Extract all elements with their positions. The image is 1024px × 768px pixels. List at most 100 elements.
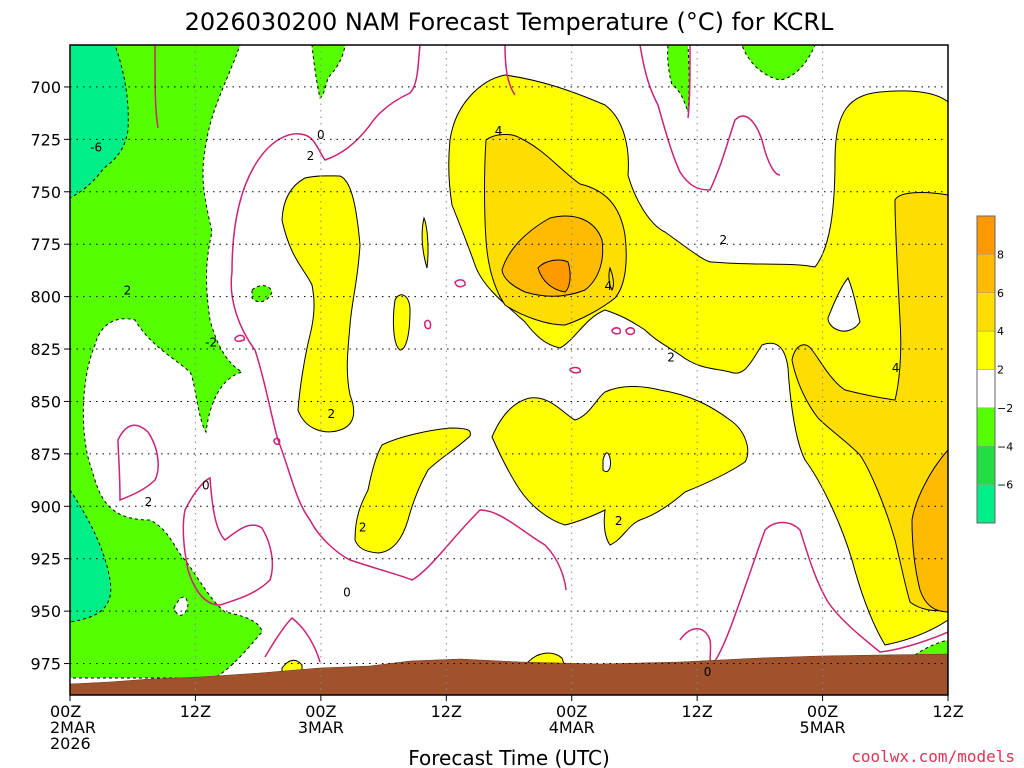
plot-frame — [69, 44, 949, 696]
cold-patch-northeast — [741, 45, 816, 81]
zero-line-north — [154, 45, 159, 129]
y-tick-label: 850 — [30, 392, 61, 411]
color-bar-swatch — [976, 446, 996, 485]
x-tick-label: 2026 — [50, 734, 91, 753]
color-bar-label: 6 — [997, 287, 1004, 300]
contour-label: 4 — [604, 279, 612, 293]
color-bar-label: 4 — [997, 325, 1004, 338]
contour-label: 4 — [495, 124, 503, 138]
warm-hole-east — [827, 277, 861, 332]
zero-line-blob-g — [273, 437, 281, 445]
color-bar-swatch — [976, 215, 996, 255]
color-bar-label: −4 — [997, 440, 1013, 453]
color-bar-swatch — [976, 292, 996, 332]
color-bar-label: 2 — [997, 364, 1004, 377]
x-tick-label: 3MAR — [298, 718, 344, 737]
warm-region-lower-middle — [354, 427, 471, 554]
contour-label: 4 — [892, 361, 900, 375]
zero-line-blob-c — [454, 279, 466, 288]
y-tick-label: 925 — [30, 550, 61, 569]
grid-lines — [70, 45, 948, 695]
cold-patch-small — [667, 45, 690, 113]
y-tick-label: 775 — [30, 235, 61, 254]
zero-line-blob-b — [424, 319, 432, 330]
y-tick-label: 800 — [30, 288, 61, 307]
warm6-core — [501, 215, 604, 297]
cold-region-core — [70, 45, 129, 199]
warm-lens-sliver — [421, 216, 429, 269]
x-tick-label: 00Z — [50, 702, 81, 721]
x-tick-label: 12Z — [932, 702, 963, 721]
zero-line-east — [504, 45, 781, 191]
y-tick-label: 875 — [30, 445, 61, 464]
warm-lens-oval — [392, 294, 411, 351]
contour-label: -2 — [205, 336, 217, 350]
warm8-core — [537, 259, 571, 293]
contour-label: 0 — [202, 478, 210, 492]
color-bar-label: 8 — [997, 248, 1004, 261]
x-axis-title: Forecast Time (UTC) — [408, 746, 610, 768]
contour-label: 2 — [719, 233, 727, 247]
color-bar-swatch — [976, 254, 996, 293]
chart-title: 2026030200 NAM Forecast Temperature (°C)… — [185, 8, 834, 36]
cold-region-low — [70, 489, 112, 623]
y-tick-label: 975 — [30, 655, 61, 674]
zero-isotherm-lines — [117, 45, 948, 667]
contour-label: 2 — [667, 350, 675, 364]
x-tick-label: 2MAR — [50, 718, 96, 737]
color-bar-swatch — [976, 407, 996, 447]
zero-line-lower — [182, 476, 274, 606]
zero-line-blob-a — [234, 334, 246, 343]
cold-blob-mid — [251, 285, 273, 303]
contour-label: 2 — [327, 407, 335, 421]
warm-column-3mar — [281, 175, 361, 433]
color-bar-swatch — [976, 330, 996, 370]
color-bar-frame — [976, 215, 996, 524]
zero-line-south-west — [117, 424, 159, 502]
x-tick-label: 00Z — [556, 702, 587, 721]
color-bar: 8 6 4 2 −2 −4 −6 — [976, 215, 1013, 524]
y-tick-label: 700 — [30, 78, 61, 97]
warm-hole-left — [173, 596, 189, 616]
contour-label: 0 — [704, 665, 712, 679]
terrain-surface — [70, 653, 948, 695]
y-tick-label: 900 — [30, 497, 61, 516]
contour-label: 0 — [317, 128, 325, 142]
x-tick-label: 12Z — [180, 702, 211, 721]
contour-label: 0 — [343, 585, 351, 599]
zero-line-lower-right — [679, 521, 948, 667]
zero-line-mid — [230, 271, 567, 591]
x-tick-label: 00Z — [807, 702, 838, 721]
y-axis: 700 725 750 775 800 825 850 875 900 925 950 975 — [30, 78, 70, 674]
contour-label: 2 — [145, 495, 153, 509]
color-bar-swatch — [976, 484, 996, 524]
zero-line-blob-f — [569, 366, 582, 374]
warm-hole-tongue — [602, 452, 611, 473]
cold-region-west — [70, 45, 263, 679]
cold-patch-north — [311, 45, 346, 99]
credit-text: coolwx.com/models — [851, 747, 1015, 766]
x-tick-label: 12Z — [681, 702, 712, 721]
color-bar-label: −2 — [997, 402, 1013, 415]
contour-label: 2 — [615, 514, 623, 528]
x-tick-label: 12Z — [431, 702, 462, 721]
contour-label: 2 — [359, 520, 367, 534]
color-bar-swatch — [976, 369, 996, 409]
y-tick-label: 750 — [30, 183, 61, 202]
y-tick-label: 950 — [30, 602, 61, 621]
plot-area — [70, 45, 948, 695]
zero-line-upper — [231, 45, 421, 273]
warm6-east — [911, 449, 948, 613]
warm-region-lower-right — [491, 386, 749, 546]
zero-line-blob-d — [611, 327, 622, 335]
x-tick-label: 00Z — [305, 702, 336, 721]
warm4-sliver-a — [608, 266, 614, 291]
x-tick-label: 4MAR — [549, 718, 595, 737]
contour-label: 2 — [307, 149, 315, 163]
y-tick-label: 725 — [30, 130, 61, 149]
zero-line-south — [264, 617, 321, 663]
color-bar-label: −6 — [997, 479, 1013, 492]
